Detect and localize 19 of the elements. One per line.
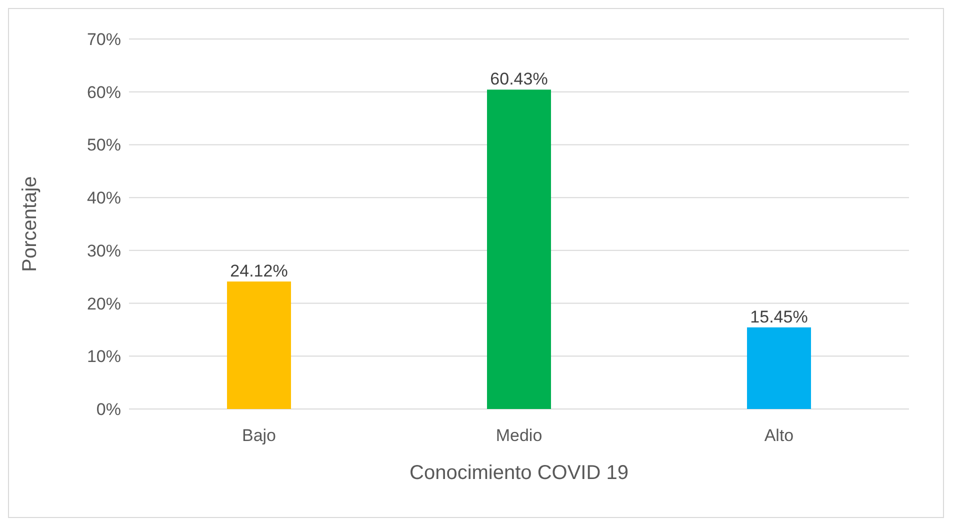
y-tick-label: 0% [96,400,121,420]
x-tick-label: Medio [496,426,542,446]
y-tick-label: 20% [86,294,121,314]
data-label: 60.43% [490,70,548,89]
y-tick-label: 50% [86,136,121,155]
x-tick-label: Alto [764,426,794,446]
data-label: 15.45% [750,307,808,326]
y-tick-label: 10% [86,347,121,366]
y-tick-label: 70% [86,30,121,50]
y-axis-title: Porcentaje [19,176,42,272]
data-label: 24.12% [230,262,288,281]
bar [487,90,551,409]
bar [227,282,291,409]
x-axis-title: Conocimiento COVID 19 [410,462,628,484]
bar [747,327,811,409]
y-tick-label: 60% [86,82,121,102]
y-tick-label: 30% [86,241,121,260]
x-tick-label: Bajo [242,426,276,446]
y-tick-label: 40% [86,188,121,208]
